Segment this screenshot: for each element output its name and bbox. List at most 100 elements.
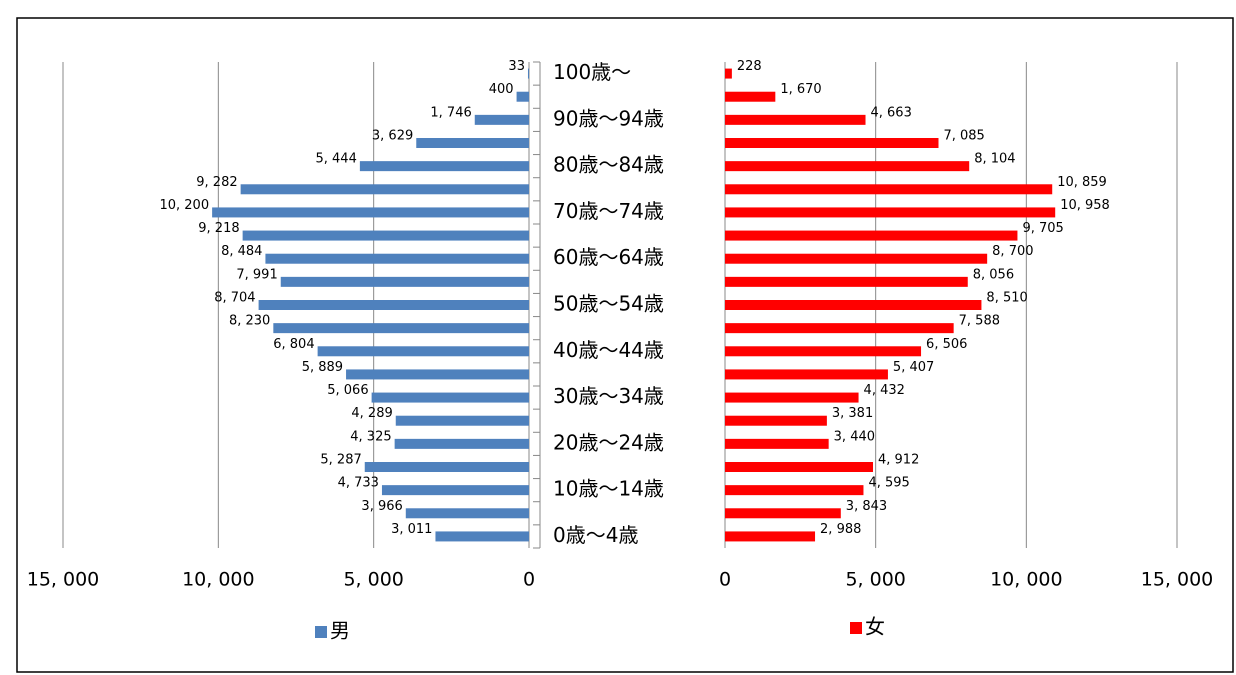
value-label: 5, 444 bbox=[316, 152, 357, 167]
bar bbox=[516, 91, 529, 102]
bar bbox=[725, 346, 922, 357]
value-label: 8, 056 bbox=[973, 267, 1014, 282]
value-label: 7, 085 bbox=[943, 129, 984, 144]
legend-swatch bbox=[850, 622, 862, 634]
bar bbox=[394, 438, 529, 449]
bar bbox=[725, 485, 864, 496]
value-label: 9, 282 bbox=[196, 175, 237, 190]
bar bbox=[364, 462, 529, 472]
bar bbox=[371, 392, 529, 403]
bar bbox=[725, 138, 939, 148]
x-tick-label: 0 bbox=[719, 569, 731, 591]
x-tick-label: 5, 000 bbox=[343, 569, 403, 591]
value-label: 2, 988 bbox=[820, 522, 861, 537]
bar bbox=[395, 415, 529, 426]
bar bbox=[725, 276, 968, 287]
legend-swatch bbox=[315, 626, 327, 638]
value-label: 6, 804 bbox=[273, 337, 314, 352]
bar bbox=[317, 346, 529, 357]
value-label: 9, 705 bbox=[1022, 221, 1063, 236]
bar bbox=[474, 114, 529, 125]
value-label: 400 bbox=[489, 82, 514, 97]
x-tick-label: 0 bbox=[523, 569, 535, 591]
value-label: 10, 200 bbox=[159, 198, 209, 213]
bar bbox=[725, 369, 888, 380]
bar bbox=[242, 230, 529, 241]
category-label: 70歳～74歳 bbox=[553, 199, 664, 223]
value-label: 7, 588 bbox=[959, 314, 1000, 329]
x-tick-label: 10, 000 bbox=[182, 569, 255, 591]
bar bbox=[725, 531, 816, 542]
bar bbox=[416, 138, 529, 148]
value-label: 4, 663 bbox=[871, 105, 912, 120]
x-tick-label: 15, 000 bbox=[27, 569, 100, 591]
value-label: 7, 991 bbox=[236, 267, 277, 282]
value-label: 6, 506 bbox=[926, 337, 967, 352]
bar bbox=[212, 207, 529, 218]
category-label: 100歳～ bbox=[553, 60, 631, 84]
bar bbox=[725, 462, 874, 472]
bar bbox=[725, 114, 866, 125]
value-label: 3, 966 bbox=[361, 499, 402, 514]
bar bbox=[381, 485, 529, 496]
category-label: 90歳～94歳 bbox=[553, 106, 664, 130]
legend-label: 男 bbox=[330, 619, 350, 643]
category-label: 60歳～64歳 bbox=[553, 245, 664, 269]
value-label: 5, 287 bbox=[320, 453, 361, 468]
value-label: 8, 700 bbox=[992, 244, 1033, 259]
bar bbox=[273, 323, 529, 334]
x-tick-label: 10, 000 bbox=[990, 569, 1063, 591]
value-label: 10, 859 bbox=[1057, 175, 1107, 190]
value-label: 5, 066 bbox=[327, 383, 368, 398]
value-label: 8, 510 bbox=[986, 291, 1027, 306]
value-label: 8, 104 bbox=[974, 152, 1015, 167]
value-label: 8, 484 bbox=[221, 244, 262, 259]
value-label: 1, 670 bbox=[780, 82, 821, 97]
bar bbox=[435, 531, 529, 542]
value-label: 10, 958 bbox=[1060, 198, 1110, 213]
bar bbox=[725, 230, 1018, 241]
category-label: 20歳～24歳 bbox=[553, 430, 664, 454]
value-label: 5, 407 bbox=[893, 360, 934, 375]
value-label: 4, 289 bbox=[351, 406, 392, 421]
value-label: 4, 595 bbox=[868, 476, 909, 491]
value-label: 3, 011 bbox=[391, 522, 432, 537]
bar bbox=[725, 68, 732, 79]
value-label: 4, 733 bbox=[338, 476, 379, 491]
bar bbox=[725, 508, 841, 519]
bar bbox=[405, 508, 529, 519]
value-label: 8, 230 bbox=[229, 314, 270, 329]
value-label: 5, 889 bbox=[302, 360, 343, 375]
category-label: 30歳～34歳 bbox=[553, 384, 664, 408]
value-label: 3, 629 bbox=[372, 129, 413, 144]
bar bbox=[725, 91, 776, 102]
category-label: 10歳～14歳 bbox=[553, 477, 664, 501]
bar bbox=[725, 392, 859, 403]
bar bbox=[725, 438, 829, 449]
category-label: 50歳～54歳 bbox=[553, 292, 664, 316]
bar bbox=[725, 415, 827, 426]
value-label: 4, 912 bbox=[878, 453, 919, 468]
bar bbox=[527, 68, 529, 79]
value-label: 9, 218 bbox=[198, 221, 239, 236]
bar bbox=[725, 161, 970, 172]
frame bbox=[16, 17, 1234, 673]
x-tick-label: 5, 000 bbox=[845, 569, 905, 591]
bar bbox=[725, 207, 1056, 218]
value-label: 228 bbox=[737, 59, 762, 74]
bar bbox=[258, 300, 529, 310]
value-label: 3, 843 bbox=[846, 499, 887, 514]
bar bbox=[359, 161, 529, 172]
x-tick-label: 15, 000 bbox=[1141, 569, 1214, 591]
bar bbox=[280, 276, 529, 287]
category-label: 40歳～44歳 bbox=[553, 338, 664, 362]
bar bbox=[346, 369, 529, 380]
category-label: 80歳～84歳 bbox=[553, 153, 664, 177]
value-label: 1, 746 bbox=[430, 105, 471, 120]
value-label: 4, 325 bbox=[350, 429, 391, 444]
category-label: 0歳～4歳 bbox=[553, 523, 638, 547]
value-label: 33 bbox=[508, 59, 525, 74]
bar bbox=[265, 253, 529, 264]
value-label: 4, 432 bbox=[864, 383, 905, 398]
